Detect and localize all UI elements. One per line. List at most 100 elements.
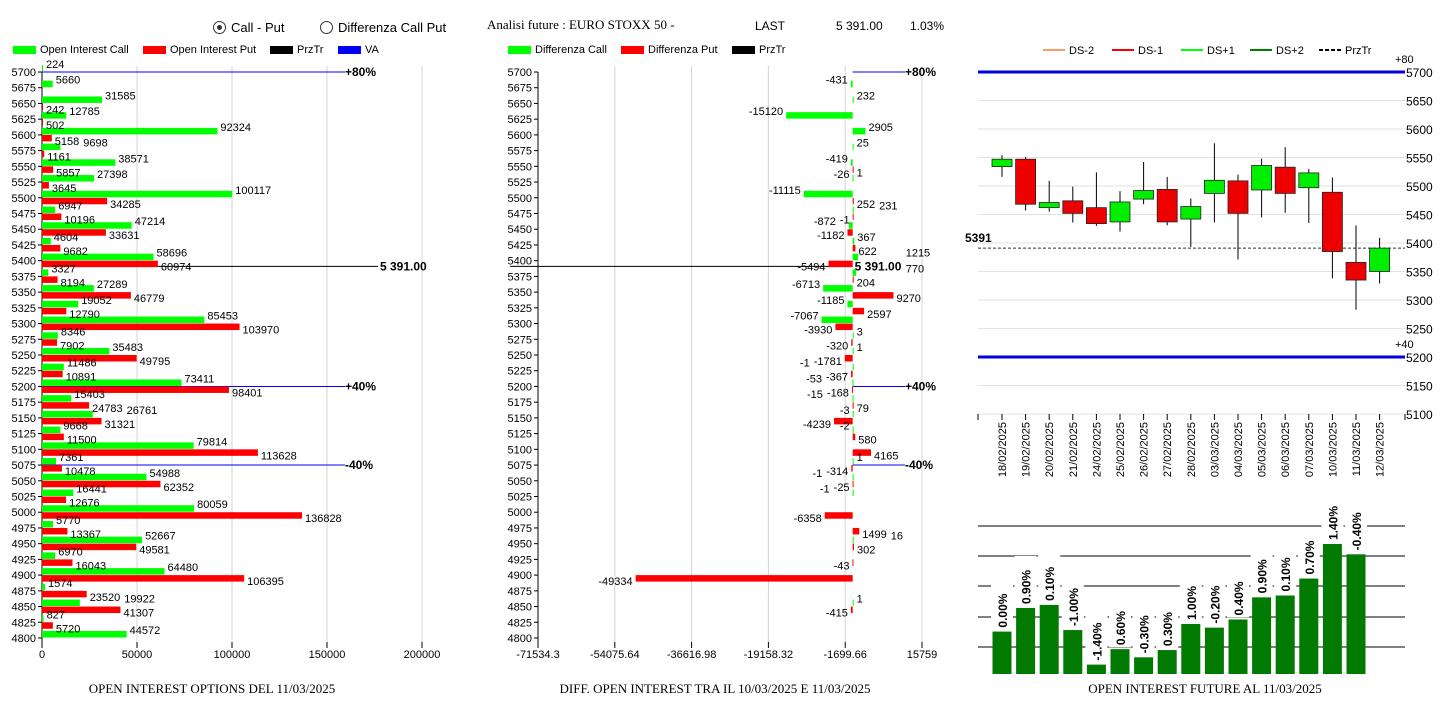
bar (1039, 604, 1059, 674)
bar (1063, 630, 1083, 674)
bar-value-label: 31321 (105, 419, 136, 431)
y-tick-label: 5250 (12, 350, 36, 362)
bar-value-label: 106395 (247, 576, 284, 588)
bar-value-label: 0.60% (1114, 611, 1128, 645)
candle-up (1133, 190, 1154, 200)
candle-up (1251, 165, 1272, 191)
legend-swatch (13, 46, 36, 54)
bar-call (42, 332, 58, 339)
bar-call (42, 127, 218, 135)
bar-put (824, 512, 853, 519)
bar-value-label: -15120 (749, 106, 783, 118)
y-tick-label: 5225 (508, 366, 532, 378)
radio-differenza[interactable]: Differenza Call Put (320, 20, 446, 35)
date-label: 10/03/2025 (1327, 422, 1339, 477)
bar-put (42, 260, 158, 268)
legend-swatch (621, 46, 644, 54)
date-label: 11/03/2025 (1351, 422, 1363, 476)
y-tick-label: 5075 (12, 460, 36, 472)
radio-call-put-label: Call - Put (231, 20, 285, 35)
bar-value-label: -25 (834, 482, 850, 494)
bar-put (852, 276, 854, 283)
bar-call (786, 112, 853, 119)
reference-label: 5 391.00 (380, 259, 427, 273)
date-label: 20/02/2025 (1044, 422, 1056, 477)
y-tick-label: 5000 (12, 507, 36, 519)
bar-value-label: 0.30% (1161, 612, 1175, 646)
bar-call (852, 253, 859, 261)
bar-put (852, 433, 856, 441)
candle-down (1345, 261, 1367, 281)
legend-swatch (732, 46, 755, 54)
bar-call (852, 426, 854, 434)
bar-call (42, 363, 64, 371)
y-tick-label: 5525 (12, 177, 36, 189)
y-tick-label: 5050 (508, 476, 532, 488)
bar-put (42, 417, 102, 425)
y-tick-label: 5325 (12, 303, 36, 315)
legend-label: PrzTr (297, 44, 324, 56)
bar-put (852, 213, 854, 220)
y-tick-label: 5125 (12, 429, 36, 441)
bar-value-label: 9668 (63, 421, 87, 433)
y-tick-label: 4900 (12, 570, 36, 582)
y-tick-label: 5625 (12, 114, 36, 126)
bar-call (42, 112, 67, 119)
date-label: 12/03/2025 (1375, 422, 1387, 477)
bar-call (42, 410, 93, 418)
legend-label: DS+2 (1276, 45, 1304, 57)
y-tick-label: 5375 (508, 271, 532, 283)
bar-value-label: -1 (812, 468, 822, 480)
bar-value-label: 3 (857, 326, 863, 338)
bar-call (42, 615, 44, 622)
bar-call (852, 379, 854, 386)
bar-call (42, 316, 205, 324)
bar-call (42, 426, 61, 434)
y-tick-label: 4950 (508, 539, 532, 551)
candle-up (1109, 201, 1131, 223)
bar-value-label: 16043 (75, 560, 106, 572)
x-tick-label: -1699.66 (823, 649, 866, 661)
bar-label-bg (1345, 502, 1367, 553)
bar-put (852, 559, 854, 566)
bar-value-label: -1 (840, 215, 850, 227)
candle-up (991, 158, 1013, 168)
radio-call-put[interactable]: Call - Put (213, 20, 284, 35)
radio-differenza-label: Differenza Call Put (338, 20, 447, 35)
bar-value-label: -415 (826, 608, 848, 620)
bar-value-label: 9682 (63, 246, 87, 258)
bar-call (852, 96, 854, 103)
date-label: 05/03/2025 (1257, 422, 1269, 477)
legend-label: DS+1 (1207, 45, 1235, 57)
bar-value-label: 4604 (54, 232, 78, 244)
bar-value-label: 0.90% (1020, 570, 1034, 604)
y-tick-label: 5100 (12, 444, 36, 456)
bar-put (42, 606, 121, 614)
reference-label: 5 391.00 (855, 259, 902, 273)
reference-label: -40% (905, 458, 933, 472)
bar-call (42, 65, 43, 72)
date-label: 21/02/2025 (1068, 422, 1080, 477)
bar-value-label: 54988 (149, 468, 180, 480)
reference-label: +40% (345, 379, 376, 393)
bar-value-label: 33631 (109, 230, 140, 242)
bar-value-label: 49581 (139, 545, 170, 557)
bar-label-bg (1179, 572, 1202, 623)
bar-value-label: 11486 (67, 358, 97, 370)
bar (1322, 544, 1342, 674)
y-tick-label: 5100 (508, 444, 532, 456)
y-tick-label: 5275 (12, 334, 36, 346)
bar-value-label: 0.70% (1303, 540, 1317, 574)
bar-call (42, 473, 147, 481)
bar-value-label: -0.40% (1350, 512, 1364, 550)
y-tick-label: 5450 (508, 224, 532, 236)
bar-value-label: -1 (800, 358, 810, 370)
bar-call (42, 631, 127, 638)
y-tick-label: 5700 (508, 67, 532, 79)
legend-differenza-call: Differenza Call (508, 44, 607, 56)
bar (1157, 650, 1177, 674)
x-tick-label: 50000 (122, 649, 153, 661)
legend-open-interest-put: Open Interest Put (143, 44, 256, 56)
y-tick-label: 5600 (1406, 123, 1433, 137)
bar-call (42, 80, 53, 88)
